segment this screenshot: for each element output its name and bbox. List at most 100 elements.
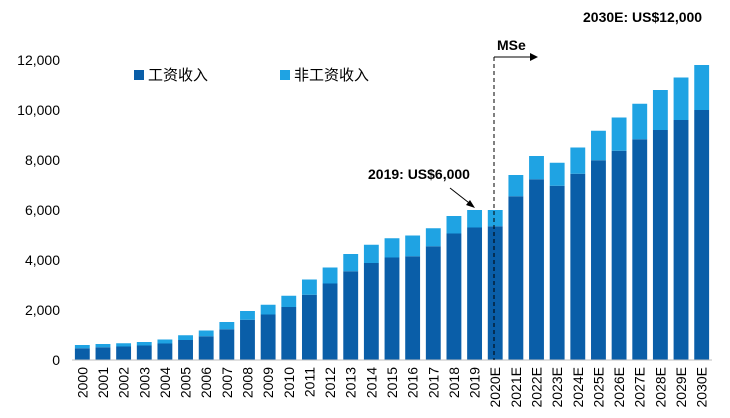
bar-nonwage-2014 (363, 244, 379, 263)
x-tick-label: 2012 (322, 367, 338, 398)
bar-nonwage-2022E (529, 156, 544, 180)
x-tick-label: 2009 (260, 367, 276, 398)
annotation-2030: 2030E: US$12,000 (583, 9, 702, 25)
bar-wage-2009 (260, 314, 276, 360)
bar-wage-2021E (508, 196, 524, 360)
bar-nonwage-2010 (281, 295, 297, 307)
y-tick-label: 12,000 (17, 52, 60, 68)
bar-wage-2017 (425, 246, 441, 360)
bar-nonwage-2027E (632, 103, 648, 140)
bar-wage-2015 (384, 257, 400, 360)
bar-nonwage-2004 (157, 339, 173, 344)
bar-wage-2027E (632, 139, 648, 360)
bar-wage-2003 (136, 345, 152, 360)
bar-nonwage-2015 (384, 238, 400, 258)
x-tick-label: 2005 (178, 367, 194, 398)
bar-nonwage-2012 (322, 267, 338, 284)
bar-nonwage-2006 (198, 330, 214, 337)
bar-wage-2011 (301, 294, 317, 360)
bar-wage-2026E (611, 150, 627, 360)
bar-nonwage-2018 (446, 216, 462, 234)
bar-nonwage-2025E (591, 130, 606, 161)
bar-nonwage-2019 (467, 210, 483, 228)
bar-wage-2016 (405, 256, 421, 360)
bar-nonwage-2013 (343, 254, 359, 272)
bar-nonwage-2017 (425, 228, 441, 247)
x-axis: 2000 2001 2002 2003 2004 2005 2006 2007 2008 2009… (72, 359, 712, 407)
x-tick-label: 2013 (343, 367, 359, 398)
bar-wage-2020E (487, 226, 503, 360)
legend-swatch-nonwage (280, 70, 290, 80)
y-tick-label: 10,000 (17, 102, 60, 118)
y-tick-label: 4,000 (25, 252, 60, 268)
bar-wage-2012 (322, 283, 338, 360)
bar-nonwage-2029E (673, 77, 689, 120)
x-tick-label: 2016 (405, 367, 421, 398)
annotation-2019-arrowhead (466, 200, 475, 208)
divider-arrowhead (530, 53, 538, 61)
y-tick-label: 8,000 (25, 152, 60, 168)
x-tick-label: 2020E (487, 367, 503, 407)
bar-wage-2004 (157, 343, 173, 360)
bar-nonwage-2002 (116, 343, 132, 347)
bar-nonwage-2000 (74, 345, 90, 349)
annotation-2019: 2019: US$6,000 (368, 166, 470, 182)
x-tick-label: 2002 (116, 367, 132, 398)
bar-nonwage-2028E (652, 90, 668, 130)
x-tick-label: 2030E (694, 367, 710, 407)
bar-nonwage-2020E (487, 210, 503, 227)
bar-nonwage-2007 (219, 322, 235, 330)
x-tick-label: 2014 (363, 367, 379, 398)
bar-nonwage-2008 (240, 311, 255, 320)
bars (74, 65, 710, 360)
bar-wage-2022E (529, 179, 544, 360)
annotations: 2030E: US$12,000 2019: US$6,000 MSe (368, 9, 702, 360)
x-tick-label: 2022E (529, 367, 545, 407)
bar-wage-2028E (652, 130, 668, 360)
bar-nonwage-2001 (95, 344, 111, 348)
bar-nonwage-2026E (611, 117, 627, 151)
bar-nonwage-2009 (260, 304, 276, 315)
bar-wage-2013 (343, 271, 359, 360)
x-tick-label: 2024E (570, 367, 586, 407)
x-tick-label: 2021E (508, 367, 524, 407)
bar-wage-2014 (363, 263, 379, 360)
bar-wage-2005 (178, 340, 193, 360)
y-tick-label: 2,000 (25, 302, 60, 318)
bar-wage-2024E (570, 173, 586, 360)
x-tick-label: 2028E (652, 367, 668, 407)
x-tick-label: 2015 (384, 367, 400, 398)
y-axis: 0 2,000 4,000 6,000 8,000 10,000 12,000 (17, 52, 60, 368)
legend: 工资收入 非工资收入 (134, 66, 369, 84)
bar-wage-2025E (591, 160, 606, 360)
x-tick-label: 2008 (239, 367, 255, 398)
bar-nonwage-2030E (694, 65, 710, 110)
bar-nonwage-2023E (549, 162, 565, 186)
x-tick-label: 2010 (281, 367, 297, 398)
x-tick-label: 2025E (590, 367, 606, 407)
bar-nonwage-2011 (301, 279, 317, 295)
bar-nonwage-2003 (136, 342, 152, 346)
bar-nonwage-2016 (405, 235, 421, 257)
x-tick-label: 2004 (157, 367, 173, 398)
legend-label-wage: 工资收入 (148, 66, 208, 84)
legend-swatch-wage (134, 70, 144, 80)
bar-wage-2019 (467, 227, 483, 360)
x-tick-label: 2006 (198, 367, 214, 398)
bar-wage-2008 (240, 319, 255, 360)
bar-wage-2010 (281, 307, 297, 360)
x-tick-label: 2029E (673, 367, 689, 407)
x-tick-label: 2000 (74, 367, 90, 398)
bar-wage-2001 (95, 347, 111, 360)
x-tick-label: 2017 (425, 367, 441, 398)
bar-nonwage-2021E (508, 175, 524, 197)
bar-wage-2030E (694, 110, 710, 360)
divider-label: MSe (497, 37, 526, 53)
bar-wage-2023E (549, 185, 565, 360)
y-tick-label: 0 (52, 352, 60, 368)
x-tick-label: 2007 (219, 367, 235, 398)
x-tick-label: 2019 (467, 367, 483, 398)
bar-wage-2018 (446, 233, 462, 360)
x-tick-label: 2027E (632, 367, 648, 407)
y-tick-label: 6,000 (25, 202, 60, 218)
